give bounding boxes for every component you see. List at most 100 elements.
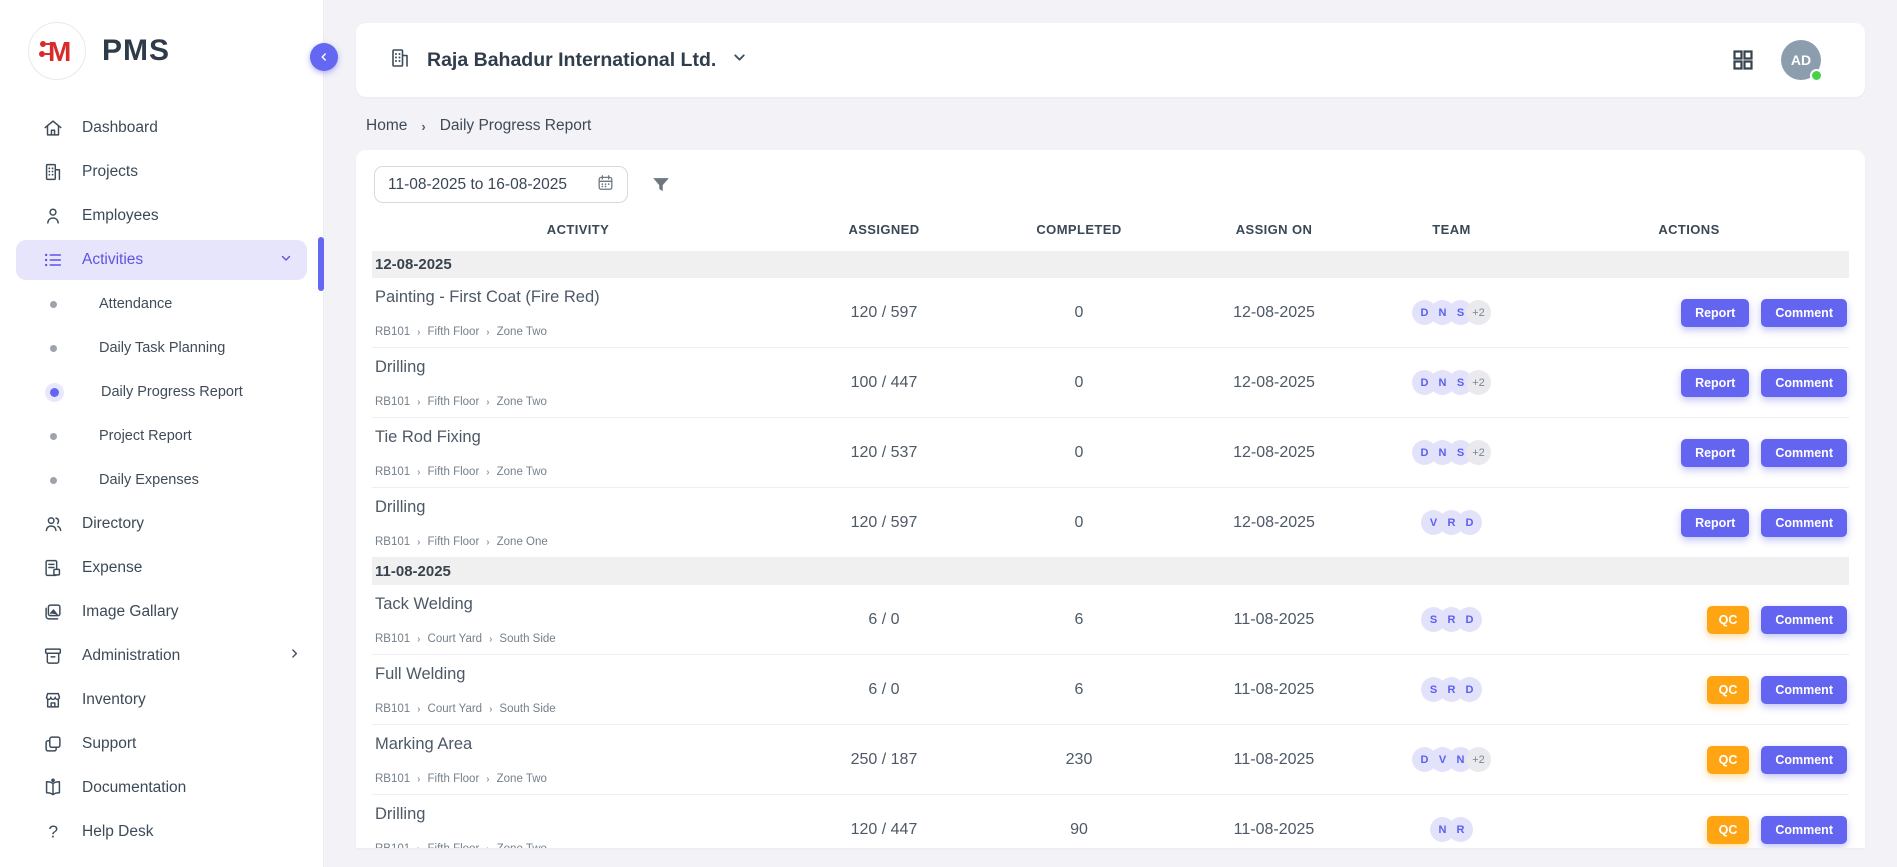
table-body: 12-08-2025 Painting - First Coat (Fire Re…: [372, 251, 1849, 848]
chevron-right-icon: ›: [486, 844, 489, 849]
actions-cell: QC Comment: [1529, 815, 1849, 844]
activity-path-segment: RB101: [375, 326, 411, 338]
sidebar-item-expense[interactable]: Expense: [0, 546, 323, 590]
report-button[interactable]: Report: [1681, 508, 1750, 537]
sidebar-item-administration[interactable]: Administration: [0, 634, 323, 678]
sidebar-subitem-project-report[interactable]: Project Report: [0, 414, 323, 458]
column-header-assigned: ASSIGNED: [848, 221, 920, 237]
assigned-value: 120 / 597: [850, 303, 918, 321]
team-avatars: D N S +2: [1374, 370, 1529, 395]
activity-path-segment: Court Yard: [427, 633, 483, 645]
comment-button[interactable]: Comment: [1761, 675, 1847, 704]
sidebar-subitem-label: Project Report: [99, 428, 192, 444]
qc-button[interactable]: QC: [1706, 815, 1750, 844]
filter-icon[interactable]: [650, 174, 672, 196]
activity-title: Drilling: [375, 805, 426, 823]
sidebar-item-label: Help Desk: [82, 823, 154, 840]
comment-button[interactable]: Comment: [1761, 815, 1847, 844]
chevron-right-icon: ›: [489, 703, 493, 715]
chevron-right-icon: [288, 647, 301, 665]
activity-row: Full Welding RB101 › Court Yard › South Side 6…: [372, 655, 1849, 725]
sidebar-item-label: Image Gallary: [82, 603, 179, 620]
report-button[interactable]: Report: [1681, 368, 1750, 397]
sidebar-subitem-daily-task-planning[interactable]: Daily Task Planning: [0, 326, 323, 370]
active-bullet-icon: [50, 387, 59, 397]
sidebar-subitem-daily-progress-report[interactable]: Daily Progress Report: [0, 370, 323, 414]
sidebar-item-employees[interactable]: Employees: [0, 194, 323, 238]
activity-row: Marking Area RB101 › Fifth Floor › Zone Two 25…: [372, 725, 1849, 795]
sidebar-item-help-desk[interactable]: ? Help Desk: [0, 810, 323, 854]
sidebar-subitem-daily-expenses[interactable]: Daily Expenses: [0, 458, 323, 502]
sidebar-item-label: Projects: [82, 163, 138, 180]
completed-value: 0: [1074, 513, 1084, 531]
sidebar: M PMS Dashboard Projects Employees: [0, 0, 324, 867]
date-range-input[interactable]: 11-08-2025 to 16-08-2025: [374, 166, 628, 203]
activity-title: Painting - First Coat (Fire Red): [375, 288, 600, 306]
comment-button[interactable]: Comment: [1761, 745, 1847, 774]
comment-button[interactable]: Comment: [1761, 298, 1847, 327]
activity-cell: Tack Welding RB101 › Court Yard › South Side: [372, 585, 784, 654]
logo: M PMS: [0, 0, 323, 98]
apps-grid-icon[interactable]: [1731, 48, 1755, 72]
svg-text:M: M: [48, 36, 71, 67]
chevron-right-icon: ›: [486, 326, 490, 338]
sidebar-item-image-gallery[interactable]: Image Gallary: [0, 590, 323, 634]
profile-initials: AD: [1790, 52, 1812, 68]
team-avatars: D V N +2: [1374, 747, 1529, 772]
chevron-right-icon: ›: [421, 118, 426, 134]
main-area: Raja Bahadur International Ltd. AD Home …: [324, 0, 1897, 867]
assign-on-value: 11-08-2025: [1233, 750, 1315, 768]
sidebar-collapse-button[interactable]: [310, 43, 338, 71]
activity-path: RB101 › Court Yard › South Side: [375, 633, 784, 645]
sidebar-item-label: Expense: [82, 559, 143, 576]
sidebar-item-documentation[interactable]: Documentation: [0, 766, 323, 810]
sidebar-item-support[interactable]: Support: [0, 722, 323, 766]
date-group-header: 11-08-2025: [372, 558, 1849, 585]
sidebar-item-projects[interactable]: Projects: [0, 150, 323, 194]
report-button[interactable]: Report: [1681, 438, 1750, 467]
company-selector[interactable]: Raja Bahadur International Ltd.: [388, 46, 748, 75]
profile-avatar[interactable]: AD: [1781, 40, 1823, 82]
qc-button[interactable]: QC: [1706, 675, 1750, 704]
assign-on-value: 12-08-2025: [1233, 303, 1315, 321]
sidebar-item-label: Employees: [82, 207, 159, 224]
activity-path-segment: Zone Two: [496, 773, 547, 785]
sidebar-item-inventory[interactable]: Inventory: [0, 678, 323, 722]
date-group-label: 12-08-2025: [375, 256, 452, 273]
qc-button[interactable]: QC: [1706, 605, 1750, 634]
sidebar-item-directory[interactable]: Directory: [0, 502, 323, 546]
sidebar-item-label: Support: [82, 735, 137, 752]
comment-button[interactable]: Comment: [1761, 508, 1847, 537]
activity-path-segment: RB101: [375, 536, 411, 548]
sidebar-item-label: Directory: [82, 515, 145, 532]
comment-button[interactable]: Comment: [1761, 605, 1847, 634]
assigned-value: 6 / 0: [868, 610, 900, 628]
qc-button[interactable]: QC: [1706, 745, 1750, 774]
activity-row: Drilling RB101 › Fifth Floor › Zone One 120 / …: [372, 488, 1849, 558]
completed-value: 0: [1074, 303, 1084, 321]
activity-path: RB101 › Fifth Floor › Zone Two: [375, 773, 784, 785]
comment-button[interactable]: Comment: [1761, 438, 1847, 467]
chevron-right-icon: ›: [486, 466, 490, 478]
sidebar-subitem-label: Daily Progress Report: [101, 384, 243, 400]
actions-cell: Report Comment: [1529, 368, 1849, 397]
people-icon: [42, 513, 64, 535]
assign-on-value: 12-08-2025: [1233, 513, 1315, 531]
sidebar-subitem-attendance[interactable]: Attendance: [0, 282, 323, 326]
chevron-right-icon: ›: [417, 396, 421, 408]
sidebar-item-activities[interactable]: Activities: [16, 240, 307, 280]
activity-path-segment: Zone Two: [496, 326, 547, 338]
activity-path: RB101 › Fifth Floor › Zone Two: [375, 326, 784, 338]
comment-button[interactable]: Comment: [1761, 368, 1847, 397]
sidebar-item-label: Documentation: [82, 779, 187, 796]
breadcrumb-home-link[interactable]: Home: [366, 117, 408, 134]
company-name: Raja Bahadur International Ltd.: [427, 48, 717, 71]
activity-title: Drilling: [375, 498, 426, 516]
report-button[interactable]: Report: [1681, 298, 1750, 327]
activity-path: RB101 › Fifth Floor › Zone Two: [375, 396, 784, 408]
activity-path-segment: South Side: [499, 703, 556, 715]
sidebar-item-dashboard[interactable]: Dashboard: [0, 106, 323, 150]
store-icon: [42, 689, 64, 711]
